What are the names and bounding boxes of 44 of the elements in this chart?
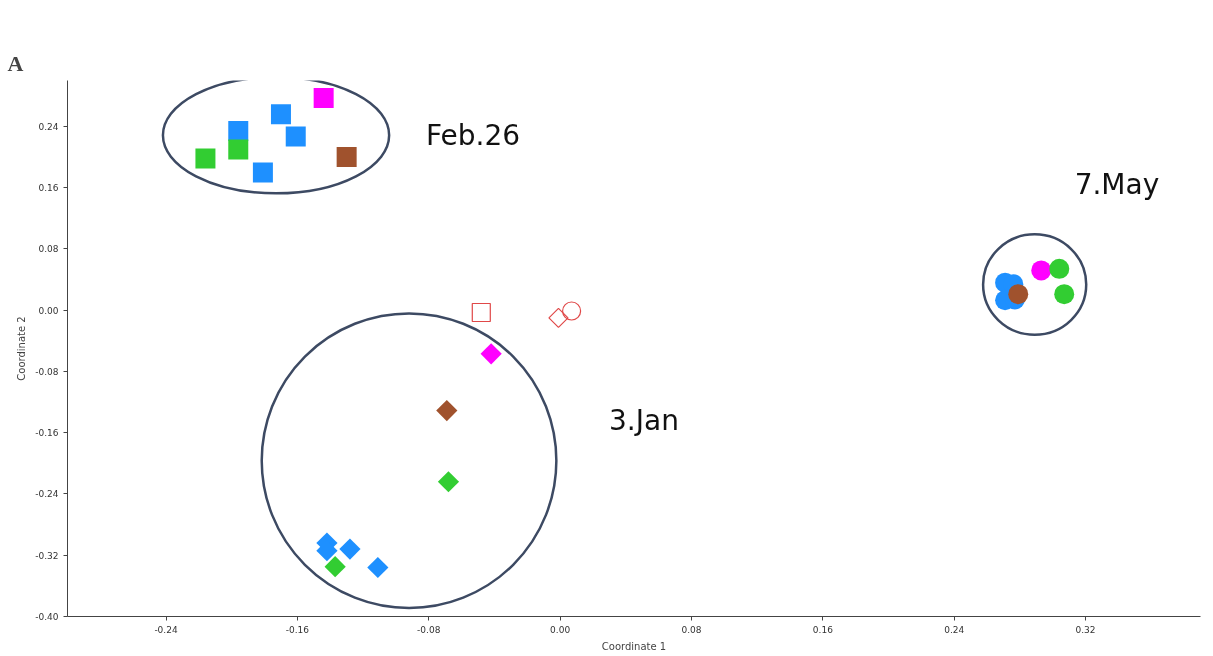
point: [285, 126, 306, 147]
point: [252, 162, 273, 183]
point: [339, 538, 361, 560]
point: [313, 88, 334, 109]
point: [1054, 284, 1075, 305]
point: [471, 302, 491, 323]
point: [480, 343, 502, 365]
point: [195, 148, 216, 169]
y-tick-label: -0.40: [35, 612, 59, 622]
point: [270, 104, 291, 125]
x-tick-label: -0.08: [417, 624, 441, 635]
x-tick-label: 0.00: [550, 624, 571, 635]
chart-title: A: [7, 50, 24, 76]
y-tick-label: -0.32: [35, 550, 59, 561]
y-tick-label: 0.24: [38, 121, 59, 132]
annotation: Feb.26: [426, 118, 521, 152]
x-tick-label: -0.16: [285, 624, 310, 635]
point: [1049, 258, 1070, 279]
annotation: 3.Jan: [609, 404, 679, 438]
x-tick-label: 0.24: [944, 624, 965, 635]
y-tick-label: -0.16: [35, 428, 59, 439]
x-tick-label: 0.32: [1075, 624, 1096, 635]
x-tick-label: 0.08: [681, 624, 702, 635]
point: [1008, 284, 1029, 305]
y-tick-label: 0.08: [38, 244, 59, 255]
x-axis-title: Coordinate 1: [601, 640, 667, 652]
x-tick-label: 0.16: [812, 624, 834, 635]
point: [562, 301, 582, 321]
y-tick-label: -0.08: [35, 366, 59, 377]
point: [336, 147, 357, 168]
y-axis-title: Coordinate 2: [16, 316, 28, 381]
y-tick-label: 0.00: [38, 305, 59, 316]
point: [1031, 260, 1052, 281]
point: [228, 139, 249, 160]
point: [367, 556, 389, 579]
point: [228, 121, 249, 142]
point: [324, 556, 346, 578]
y-tick-label: -0.24: [35, 489, 59, 500]
x-tick-label: -0.24: [154, 624, 178, 635]
annotation: 7.May: [1074, 168, 1160, 202]
point: [436, 399, 458, 422]
point: [548, 307, 569, 329]
point: [437, 471, 460, 493]
y-tick-label: 0.16: [38, 183, 59, 194]
